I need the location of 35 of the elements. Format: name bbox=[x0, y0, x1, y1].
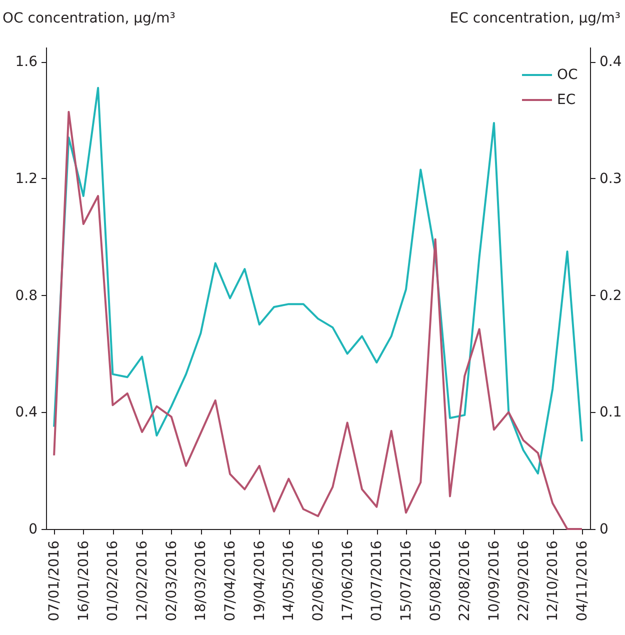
x-tick-label: 10/09/2016 bbox=[486, 540, 502, 622]
legend-label: EC bbox=[557, 92, 576, 108]
x-tick-label: 02/03/2016 bbox=[164, 540, 180, 622]
x-tick-label: 02/06/2016 bbox=[310, 540, 326, 622]
x-tick-label: 19/04/2016 bbox=[252, 540, 268, 622]
x-tick-label: 22/08/2016 bbox=[457, 540, 474, 622]
legend-label: OC bbox=[557, 67, 578, 83]
y-tick-label: 0.4 bbox=[15, 404, 38, 421]
x-tick-label: 17/06/2016 bbox=[340, 540, 356, 622]
y2-tick-label: 0.4 bbox=[600, 54, 622, 70]
x-tick-label: 12/02/2016 bbox=[134, 540, 151, 622]
x-tick-label: 16/01/2016 bbox=[76, 540, 92, 622]
y-tick-label: 0 bbox=[28, 522, 38, 538]
y-tick-label: 1.6 bbox=[15, 54, 38, 70]
y-tick-label: 0.8 bbox=[15, 288, 38, 304]
x-tick-label: 01/07/2016 bbox=[369, 540, 386, 622]
x-tick-label: 07/01/2016 bbox=[46, 540, 63, 622]
line-series bbox=[53, 110, 583, 530]
y2-axis-title: EC concentration, μg/m³ bbox=[450, 10, 620, 26]
y-axis-title: OC concentration, μg/m³ bbox=[2, 10, 176, 26]
line-series bbox=[53, 86, 583, 474]
y-tick-label: 1.2 bbox=[15, 170, 38, 187]
x-tick-label: 04/11/2016 bbox=[574, 540, 590, 622]
x-tick-label: 12/10/2016 bbox=[545, 540, 562, 622]
x-tick-label: 07/04/2016 bbox=[222, 540, 239, 622]
y2-tick-label: 0 bbox=[600, 522, 608, 538]
y2-tick-label: 0.2 bbox=[600, 288, 622, 304]
x-tick-label: 15/07/2016 bbox=[398, 540, 414, 622]
x-tick-label: 22/09/2016 bbox=[516, 540, 532, 622]
x-tick-label: 18/03/2016 bbox=[193, 540, 210, 622]
x-tick-label: 01/02/2016 bbox=[105, 540, 122, 622]
y2-tick-label: 0.3 bbox=[600, 170, 622, 187]
x-tick-label: 14/05/2016 bbox=[281, 540, 298, 622]
y2-tick-label: 0.1 bbox=[600, 404, 622, 421]
x-tick-label: 05/08/2016 bbox=[428, 540, 444, 622]
